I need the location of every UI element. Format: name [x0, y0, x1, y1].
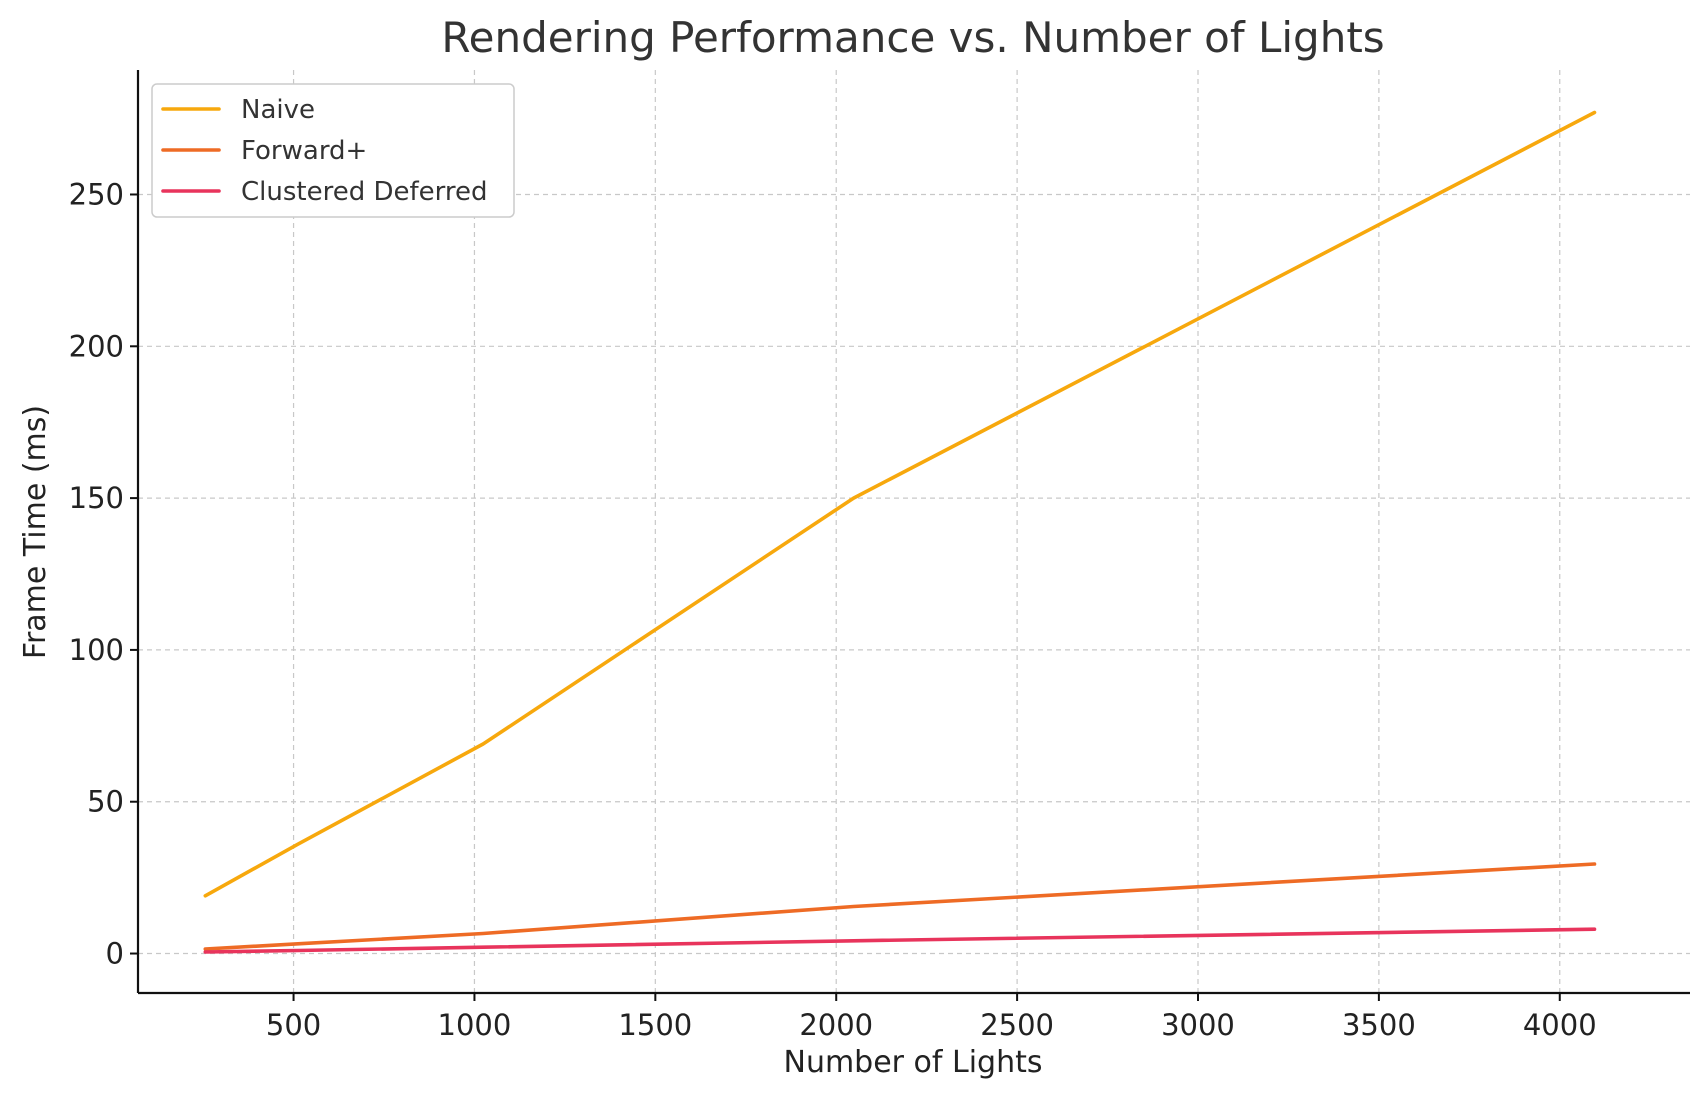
series-line-naive [203, 110, 1597, 898]
series-line-clustered-deferred [203, 927, 1597, 954]
y-tick-label: 0 [106, 937, 124, 971]
x-tick-label: 4000 [1523, 1008, 1597, 1042]
y-tick-label: 50 [87, 785, 124, 819]
x-tick-label: 500 [266, 1008, 321, 1042]
chart-title: Rendering Performance vs. Number of Ligh… [441, 13, 1384, 62]
series-lines [203, 110, 1597, 954]
legend-label: Forward+ [241, 136, 367, 166]
y-axis-label: Frame Time (ms) [18, 405, 53, 659]
x-axis-label: Number of Lights [784, 1045, 1043, 1080]
y-tick-label: 100 [69, 633, 124, 667]
x-tick-label: 3000 [1161, 1008, 1235, 1042]
x-tick-label: 1500 [618, 1008, 692, 1042]
x-tick-label: 2000 [799, 1008, 873, 1042]
y-tick-label: 150 [69, 481, 124, 515]
legend-label: Clustered Deferred [241, 177, 488, 207]
y-tick-label: 250 [69, 177, 124, 211]
legend-box [151, 83, 515, 218]
axes [136, 70, 1690, 995]
gridlines [138, 70, 1690, 993]
x-tick-label: 1000 [438, 1008, 512, 1042]
legend: Naive Forward+ Clustered Deferred [151, 83, 515, 218]
x-tick-label: 3500 [1342, 1008, 1416, 1042]
legend-label: Naive [241, 95, 315, 125]
series-line-forward [203, 862, 1597, 951]
ticks: 500 1000 1500 2000 2500 3000 3500 4000 0 50 100 150… [69, 177, 1597, 1042]
x-tick-label: 2500 [980, 1008, 1054, 1042]
y-tick-label: 200 [69, 329, 124, 363]
